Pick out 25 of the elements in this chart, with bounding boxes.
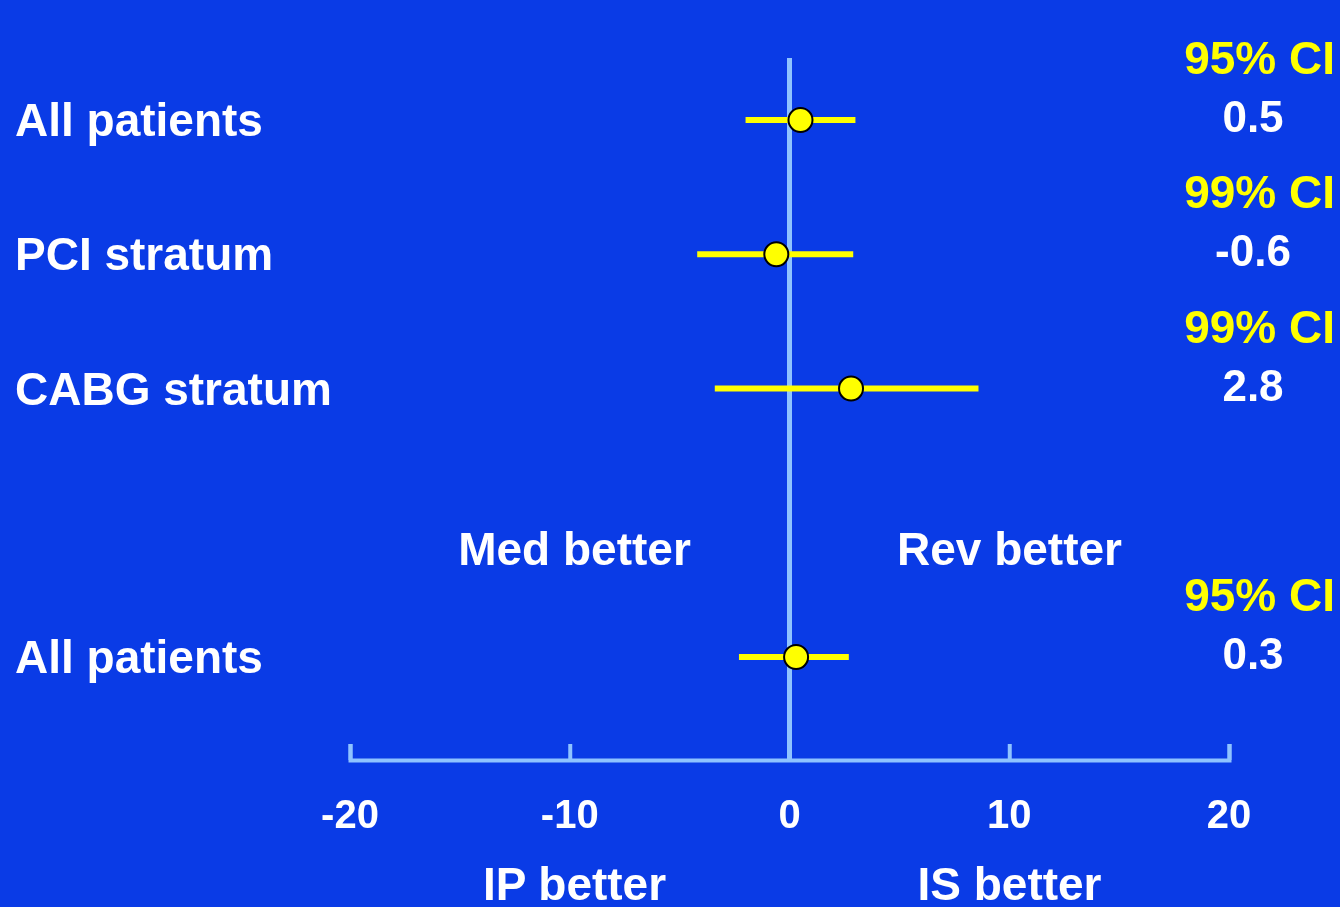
y-tick-label: All patients xyxy=(15,631,263,683)
text: IP better xyxy=(482,858,667,907)
y-tick-label: All patients xyxy=(15,94,263,146)
point xyxy=(838,375,865,402)
annotation: 0.3 xyxy=(1222,629,1284,678)
x-tick-label: 20 xyxy=(1206,792,1252,836)
annotation: Med better xyxy=(458,523,691,575)
text: IS better xyxy=(917,858,1102,907)
x-tick-label: 10 xyxy=(987,792,1032,836)
x-tick-label: -20 xyxy=(321,792,379,836)
point xyxy=(787,107,814,133)
annotation: 99% CI xyxy=(1184,166,1335,219)
annotation: Rev better xyxy=(897,523,1123,575)
annotation: 95% CI xyxy=(1184,32,1335,84)
point xyxy=(763,241,790,268)
annotation: 95% CI xyxy=(1184,569,1335,621)
annotation: 99% CI xyxy=(1184,300,1335,353)
y-tick-label: PCI stratum xyxy=(15,228,274,281)
annotation: -0.6 xyxy=(1215,226,1291,276)
y-tick-label: CABG stratum xyxy=(15,362,332,415)
x-tick-label: 0 xyxy=(778,792,801,836)
annotation: 2.8 xyxy=(1222,360,1284,410)
x-tick-label: -10 xyxy=(540,792,599,836)
point xyxy=(783,644,810,670)
annotation: 0.5 xyxy=(1222,92,1284,141)
